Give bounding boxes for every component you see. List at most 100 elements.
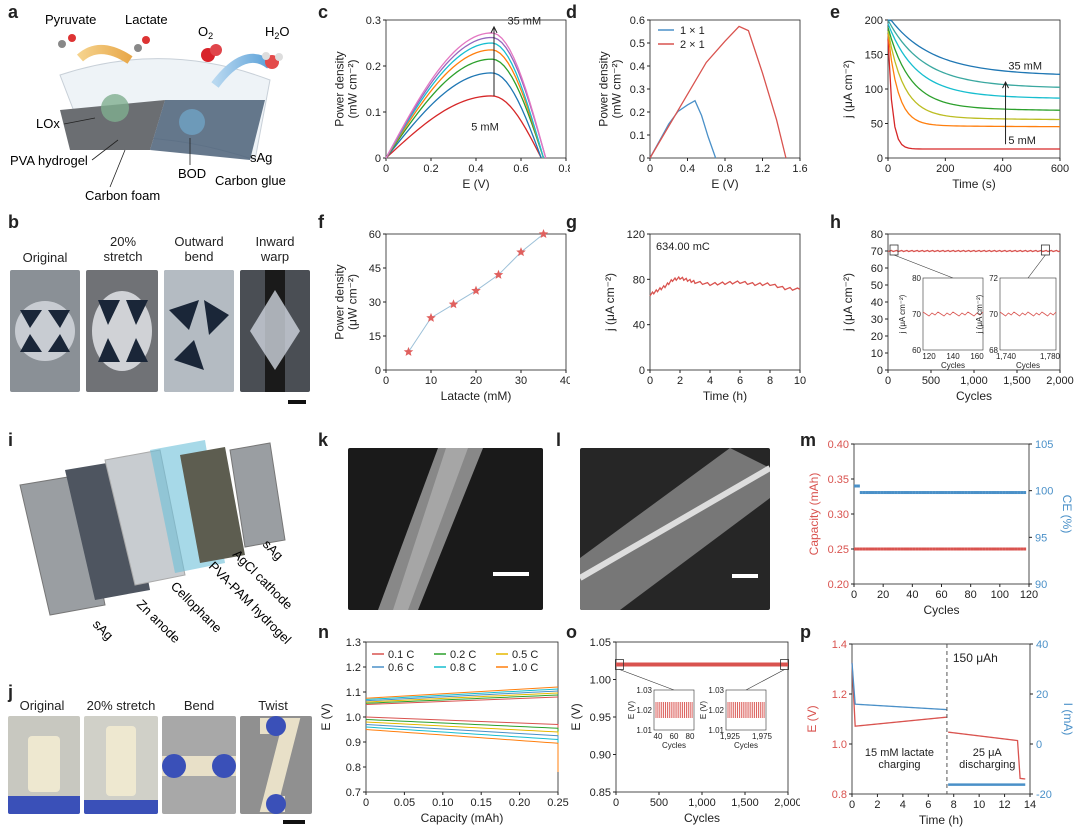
caption-j-stretch: 20% stretch	[86, 698, 156, 713]
y-tick-label: 1.0	[346, 712, 361, 724]
ce-point	[961, 491, 965, 495]
ce-point	[915, 491, 919, 495]
chart-d: 0 0.4 0.8 1.2 1.6 0 0.1 0.2 0.3 0.4 0.5 0.6 E (V) Pow…	[596, 15, 807, 191]
y-tick-label: 1.2	[346, 662, 361, 674]
x-tick-label: 6	[737, 375, 743, 387]
label-o2: O2	[198, 24, 213, 41]
data-point-star	[516, 247, 526, 257]
capacity-point	[888, 547, 892, 551]
inset-y-label: E (V)	[627, 701, 636, 720]
zoom-leader	[893, 254, 954, 279]
inset-y-tick: 80	[912, 274, 921, 283]
x-tick-label: 500	[922, 375, 940, 387]
x-tick-label: 500	[650, 797, 668, 809]
micrograph-l	[580, 448, 770, 610]
y2-tick-label: 105	[1035, 440, 1053, 451]
y-axis-label: E (V)	[570, 703, 583, 730]
x-tick-label: 0.20	[509, 797, 530, 809]
y2-tick-label: 20	[1036, 689, 1048, 701]
ce-point	[953, 491, 957, 495]
x-tick-label: 30	[515, 375, 527, 387]
layer-agcl-cathode	[180, 447, 245, 563]
inset-y-tick: 72	[989, 274, 998, 283]
plot-frame	[853, 443, 1030, 585]
charge-curve	[365, 694, 559, 704]
x-tick-label: 0.05	[394, 797, 415, 809]
chart-g: 0 2 4 6 8 10 0 40 80 120 Time (h) j (μA cm⁻²) 634.00…	[603, 229, 806, 403]
ce-point	[874, 491, 878, 495]
ce-point	[958, 491, 962, 495]
panel-letter-l: l	[556, 430, 562, 450]
x-tick-label: 200	[936, 163, 954, 175]
y-tick-label: 80	[633, 274, 645, 286]
y-tick-label: 70	[871, 246, 883, 258]
y-tick-label: 0.6	[630, 15, 645, 27]
capacity-point	[941, 547, 945, 551]
x-axis-label: Time (s)	[952, 177, 996, 191]
ce-point	[926, 491, 930, 495]
label-carbon-foam: Carbon foam	[85, 188, 160, 203]
y-tick-label: 1.05	[590, 637, 611, 649]
annotation-35mm: 35 mM	[1008, 61, 1042, 73]
y-tick-label: 0	[639, 365, 645, 377]
inset-y-tick: 1.02	[708, 706, 724, 715]
capacity-point	[903, 547, 907, 551]
y-tick-label: 120	[627, 229, 645, 241]
inset-x-label: Cycles	[734, 741, 758, 750]
y-tick-label: 0.25	[828, 544, 849, 556]
y-tick-label: 0.5	[630, 38, 645, 50]
x-tick-label: 0.4	[468, 163, 483, 175]
ce-point	[886, 491, 890, 495]
current-curve	[887, 19, 1061, 88]
capacity-point	[926, 547, 930, 551]
power-curve	[385, 36, 547, 159]
y-tick-label: 20	[871, 331, 883, 343]
inset-y-label: E (V)	[699, 701, 708, 720]
y-tick-label: 0.90	[590, 750, 611, 762]
inset-y-tick: 1.03	[636, 686, 652, 695]
zoom-leader	[619, 669, 675, 691]
y-tick-label: 0.3	[630, 84, 645, 96]
ce-point	[865, 491, 869, 495]
ce-point	[888, 491, 892, 495]
power-curve	[385, 32, 547, 159]
capacity-point	[982, 547, 986, 551]
x-tick-label: 0	[849, 799, 855, 811]
data-point-star	[403, 346, 414, 356]
cathode-stack	[150, 100, 265, 160]
x-tick-label: 600	[1051, 163, 1069, 175]
panel-letter-a: a	[8, 2, 19, 22]
ce-point	[964, 491, 968, 495]
capacity-point	[950, 547, 954, 551]
x-tick-label: 20	[877, 589, 889, 601]
ce-point	[956, 491, 960, 495]
ce-point	[909, 491, 913, 495]
ce-point	[912, 491, 916, 495]
panel-letter-f: f	[318, 212, 324, 232]
ce-point	[918, 491, 922, 495]
x-tick-label: 10	[973, 799, 985, 811]
current-curve	[887, 39, 1060, 150]
scale-bar-j	[283, 820, 305, 824]
current-trace	[887, 249, 1061, 253]
inset-x-label: Cycles	[662, 741, 686, 750]
x-tick-label: 0.4	[680, 163, 695, 175]
y-tick-label: 60	[369, 229, 381, 241]
capacity-point	[883, 547, 887, 551]
panel-letter-e: e	[830, 2, 841, 22]
capacity-point	[985, 547, 989, 551]
y-tick-label: 45	[369, 263, 381, 275]
y-tick-label: 1.4	[832, 639, 847, 651]
ce-point	[947, 491, 951, 495]
panel-letter-p: p	[800, 622, 811, 642]
inset-trace	[922, 311, 984, 317]
x-tick-label: 0.8	[558, 163, 570, 175]
data-point-star	[538, 229, 549, 239]
y-tick-label: 0.35	[828, 474, 849, 486]
ce-point	[938, 491, 942, 495]
ce-point	[996, 491, 1000, 495]
capacity-point	[923, 547, 927, 551]
ce-point	[985, 491, 989, 495]
ce-point	[1014, 491, 1018, 495]
ce-point	[897, 491, 901, 495]
